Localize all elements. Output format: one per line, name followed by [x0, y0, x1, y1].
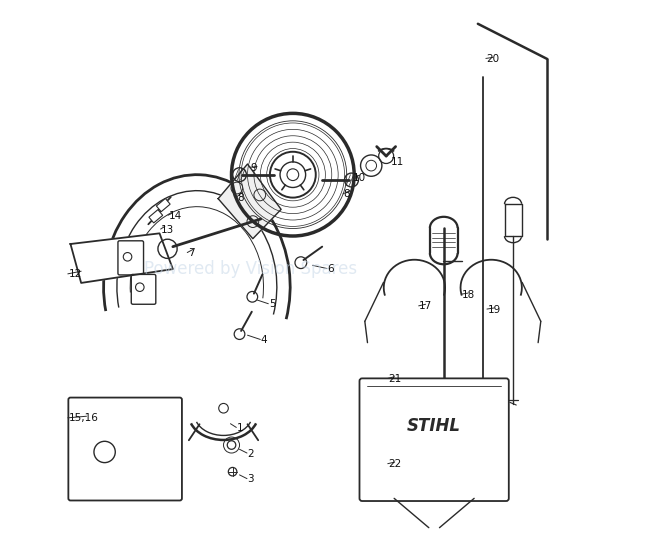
Text: 5: 5	[269, 299, 276, 309]
FancyBboxPatch shape	[131, 274, 156, 304]
Text: 10: 10	[353, 174, 366, 183]
Text: 3: 3	[248, 474, 254, 484]
Text: 14: 14	[168, 211, 182, 221]
Text: 9: 9	[251, 163, 257, 173]
Text: 13: 13	[161, 225, 174, 235]
Text: 4: 4	[261, 335, 267, 345]
Text: 17: 17	[419, 301, 432, 311]
Text: 18: 18	[462, 289, 475, 300]
Text: 22: 22	[388, 459, 402, 469]
FancyBboxPatch shape	[118, 241, 143, 275]
Text: 11: 11	[390, 158, 403, 167]
Text: 21: 21	[388, 374, 402, 384]
Text: 8: 8	[343, 189, 350, 199]
FancyBboxPatch shape	[68, 398, 182, 501]
Polygon shape	[504, 204, 521, 236]
Text: 15,16: 15,16	[68, 413, 98, 423]
Text: Powered by Vision Spares: Powered by Vision Spares	[143, 260, 357, 278]
Text: 1: 1	[237, 423, 244, 433]
Text: 8: 8	[237, 192, 244, 203]
Text: 19: 19	[487, 304, 500, 315]
Polygon shape	[157, 198, 170, 212]
Polygon shape	[218, 164, 281, 239]
Polygon shape	[71, 233, 173, 283]
Polygon shape	[149, 210, 162, 223]
FancyBboxPatch shape	[360, 378, 509, 501]
Text: 2: 2	[248, 449, 254, 459]
Text: 12: 12	[68, 270, 82, 279]
Text: STIHL: STIHL	[407, 416, 461, 435]
Text: 6: 6	[328, 264, 334, 274]
Text: 7: 7	[188, 248, 195, 258]
Text: 20: 20	[487, 54, 500, 64]
